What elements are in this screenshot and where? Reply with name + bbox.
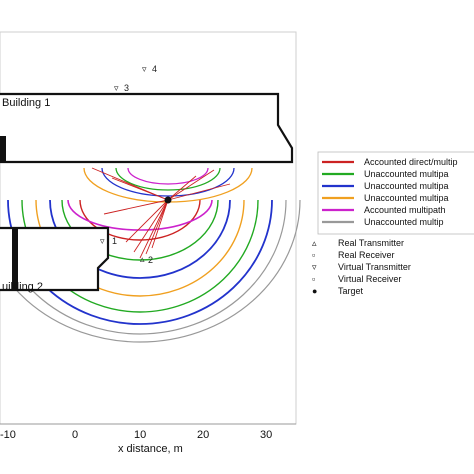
- square-icon: ▫: [312, 250, 315, 260]
- building-1: Building 1: [0, 92, 294, 164]
- legend-label: Virtual Receiver: [338, 274, 401, 284]
- svg-text:3: 3: [124, 83, 129, 93]
- legend: Accounted direct/multip Unaccounted multi…: [312, 151, 474, 296]
- square-icon: ▫: [312, 274, 315, 284]
- contour-arc: [67, 199, 213, 231]
- svg-text:2: 2: [148, 255, 153, 265]
- triangle-down-icon: ▿: [312, 262, 317, 272]
- triangle-icon: ▵: [312, 238, 317, 248]
- target-dot: [164, 196, 172, 204]
- svg-text:4: 4: [152, 64, 157, 74]
- tick-label: 20: [197, 429, 209, 441]
- ray-line: [133, 199, 169, 253]
- annotation-2: ▵ 2: [140, 254, 153, 265]
- tick-label: 0: [72, 429, 78, 441]
- legend-label: Virtual Transmitter: [338, 262, 411, 272]
- ray-line: [111, 177, 169, 201]
- svg-text:▿: ▿: [100, 236, 105, 246]
- legend-label: Unaccounted multipa: [364, 169, 449, 179]
- legend-label: Real Transmitter: [338, 238, 404, 248]
- contour-arc: [101, 167, 235, 197]
- ray-line: [125, 199, 169, 243]
- annotation-1: ▿ 1: [100, 236, 117, 246]
- annotation-3: ▿ 3: [114, 83, 129, 93]
- legend-label: Unaccounted multipa: [364, 181, 449, 191]
- ray-line: [103, 199, 169, 215]
- ray-line: [145, 199, 169, 255]
- legend-label: Unaccounted multip: [364, 217, 444, 227]
- x-axis-label: x distance, m: [118, 443, 183, 455]
- contour-arc: [127, 167, 209, 185]
- legend-label: Unaccounted multipa: [364, 193, 449, 203]
- x-axis: -10 0 10 20 30 x distance, m: [0, 423, 296, 455]
- tick-label: -10: [0, 429, 16, 441]
- legend-box: [317, 151, 474, 235]
- ray-line: [167, 169, 215, 201]
- tick-label: 10: [134, 429, 146, 441]
- ray-line: [151, 199, 169, 249]
- contour-arc: [0, 199, 301, 343]
- svg-text:▵: ▵: [140, 254, 145, 264]
- ray-paths: [91, 167, 231, 259]
- ray-line: [139, 199, 169, 259]
- building-2-label: uilding 2: [2, 281, 43, 293]
- ray-line: [167, 183, 231, 201]
- dot-icon: ●: [312, 286, 317, 296]
- legend-label: Accounted direct/multip: [364, 157, 458, 167]
- tick-label: 30: [260, 429, 272, 441]
- svg-text:1: 1: [112, 236, 117, 246]
- contour-arc: [115, 167, 221, 191]
- svg-text:▿: ▿: [142, 64, 147, 74]
- building-1-label: Building 1: [2, 97, 50, 109]
- building-2: uilding 2: [0, 226, 110, 293]
- contour-arc: [61, 199, 219, 261]
- svg-text:▿: ▿: [114, 83, 119, 93]
- legend-label: Target: [338, 286, 364, 296]
- annotation-4: ▿ 4: [142, 64, 157, 74]
- contour-arc: [79, 199, 201, 241]
- legend-label: Accounted multipath: [364, 205, 446, 215]
- ray-line: [167, 175, 197, 201]
- legend-label: Real Receiver: [338, 250, 395, 260]
